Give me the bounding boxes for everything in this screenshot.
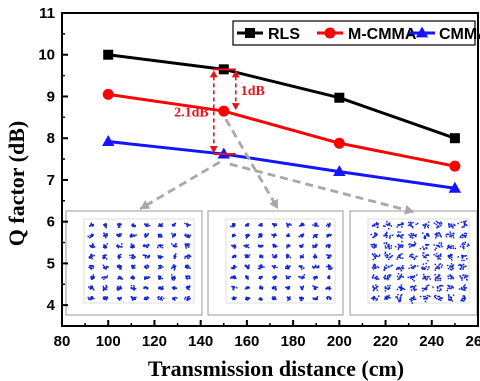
legend-label-2: CMMA [439,26,480,43]
x-tick-label: 120 [142,333,167,350]
inset-plot-area [367,218,470,304]
data-point-s0-2 [334,92,345,103]
y-tick-label: 8 [47,130,55,147]
legend-label-1: M-CMMA [348,26,417,43]
legend-label-0: RLS [268,26,300,43]
data-point-s2-2 [333,165,346,176]
x-tick-label: 200 [327,333,352,350]
data-point-s0-0 [103,49,114,60]
data-point-s0-3 [449,133,460,144]
constellation-inset-3 [349,210,478,316]
x-tick-label: 220 [373,333,398,350]
x-axis-label: Transmission distance (cm) [148,356,404,381]
x-tick-label: 160 [234,333,259,350]
pointer-arrow-3 [229,162,415,214]
series-line-2 [108,140,456,190]
inset-layer [65,210,478,316]
annotation-1db: 1dB [241,84,265,99]
legend: RLS M-CMMA CMMA [232,20,480,46]
y-tick-label: 11 [39,5,55,22]
x-tick-label: 140 [188,333,213,350]
y-tick-label: 6 [47,214,55,231]
pointer-arrow-1 [139,160,221,211]
series-line-1 [108,92,456,168]
data-point-s1-0 [102,88,114,100]
data-point-s1-1 [218,105,230,117]
series-layer [102,49,462,193]
axis-layer: 80 100 120 140 160 180 200 220 240 260 4 5 6 7 8 9 10 11 [38,5,480,350]
annotation-arrowhead-1db-top [231,70,240,78]
inset-plot-area [83,218,195,304]
y-tick-label: 5 [47,255,55,272]
data-point-s1-3 [449,160,461,172]
annotation-arrowhead-1db-bottom [231,103,240,111]
x-tick-label: 100 [96,333,121,350]
pointer-arrowhead-1 [140,200,151,209]
pointer-arrowhead-3 [404,204,414,215]
data-point-s1-2 [333,137,345,149]
annotation-arrowhead-bottom [209,146,218,154]
y-tick-label: 10 [38,47,55,64]
data-point-s2-1 [217,147,230,159]
y-tick-label: 4 [47,297,56,314]
x-tick-label: 80 [54,333,71,350]
y-axis-label: Q factor (dB) [4,121,29,246]
data-point-s2-3 [448,181,462,193]
legend-marker-2 [415,26,429,38]
constellation-inset-2 [207,210,344,316]
x-tick-label: 180 [281,333,306,350]
legend-marker-0 [245,28,255,38]
inset-plot-area [225,218,336,304]
data-point-s2-0 [102,135,115,146]
y-tick-label: 9 [47,88,55,105]
annotation-2p1db: 2.1dB [174,106,209,121]
legend-marker-1 [324,27,336,39]
y-tick-label: 7 [47,172,55,189]
series-line-0 [108,53,456,140]
annotation-layer: 1dB 2.1dB [139,68,415,215]
pointer-arrow-2 [224,118,280,210]
x-tick-label: 260 [465,333,480,350]
constellation-inset-1 [65,210,203,316]
x-tick-label: 240 [419,333,444,350]
annotation-arrowhead-top [209,70,218,78]
pointer-arrowhead-2 [269,198,278,209]
